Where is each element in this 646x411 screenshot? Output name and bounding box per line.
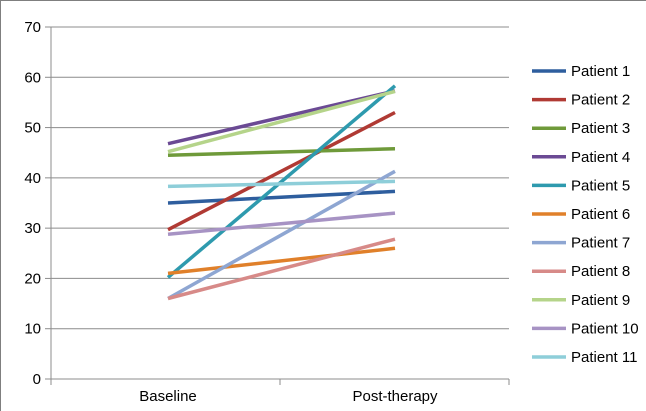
series-line-patient-3 [167,146,396,157]
y-tick-label: 30 [24,220,41,237]
y-tick-label: 60 [24,69,41,86]
gridlines [51,26,509,330]
y-tick-label: 70 [24,19,41,36]
legend-label-patient-1: Patient 1 [571,63,630,80]
axes: 0 10 20 30 40 50 60 70 Baseline Post-therapy [24,19,510,405]
legend: Patient 1 Patient 2 Patient 3 Patient 4 Pati… [532,63,639,366]
series-lines [166,84,397,301]
legend-label-patient-10: Patient 10 [571,320,639,337]
y-tick-label: 10 [24,321,41,338]
legend-label-patient-3: Patient 3 [571,120,630,137]
series-line-patient-10 [167,211,396,236]
series-line-patient-7 [167,169,396,301]
y-tick-label: 0 [33,371,41,388]
y-tick-label: 40 [24,170,41,187]
series-line-patient-6 [167,246,396,276]
series-line-patient-11 [167,179,396,189]
y-tick-label: 20 [24,270,41,287]
y-tick-label: 50 [24,120,41,137]
series-line-patient-8 [167,237,396,301]
legend-label-patient-6: Patient 6 [571,206,630,223]
x-tick-label: Baseline [139,388,197,405]
series-line-patient-9 [167,89,396,154]
legend-label-patient-5: Patient 5 [571,177,630,194]
legend-label-patient-7: Patient 7 [571,235,630,252]
legend-label-patient-11: Patient 11 [571,349,637,366]
series-line-patient-1 [167,189,396,205]
series-line-patient-2 [167,110,396,232]
legend-label-patient-8: Patient 8 [571,263,630,280]
legend-label-patient-4: Patient 4 [571,149,630,166]
series-line-patient-5 [166,84,397,279]
x-tick-label: Post-therapy [352,388,438,405]
legend-label-patient-2: Patient 2 [571,92,630,109]
legend-label-patient-9: Patient 9 [571,292,630,309]
